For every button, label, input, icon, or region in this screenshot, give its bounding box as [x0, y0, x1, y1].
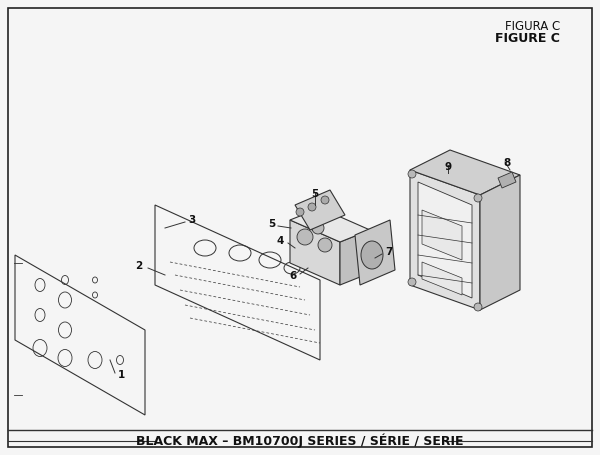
Text: FIGURA C: FIGURA C	[505, 20, 560, 32]
Polygon shape	[422, 210, 462, 260]
Circle shape	[297, 229, 313, 245]
Polygon shape	[410, 150, 520, 195]
Polygon shape	[418, 182, 472, 298]
Polygon shape	[480, 175, 520, 310]
Text: 3: 3	[188, 215, 195, 225]
Polygon shape	[410, 170, 480, 310]
Polygon shape	[340, 230, 370, 285]
Polygon shape	[498, 172, 516, 188]
Polygon shape	[422, 262, 462, 295]
Text: 5: 5	[268, 219, 275, 229]
Text: 4: 4	[277, 236, 284, 246]
Circle shape	[318, 238, 332, 252]
Circle shape	[312, 222, 324, 234]
Text: 2: 2	[135, 261, 142, 271]
Text: 6: 6	[290, 271, 297, 281]
Text: 9: 9	[445, 162, 452, 172]
Circle shape	[474, 194, 482, 202]
Circle shape	[321, 196, 329, 204]
Text: 7: 7	[385, 247, 392, 257]
Polygon shape	[290, 208, 370, 242]
Circle shape	[474, 303, 482, 311]
Polygon shape	[295, 190, 345, 230]
Polygon shape	[355, 220, 395, 285]
Polygon shape	[290, 220, 340, 285]
Text: 1: 1	[118, 370, 125, 380]
Text: 8: 8	[503, 158, 511, 168]
Circle shape	[308, 203, 316, 211]
Ellipse shape	[361, 241, 383, 269]
Circle shape	[408, 170, 416, 178]
Text: BLACK MAX – BM10700J SERIES / SÉRIE / SERIE: BLACK MAX – BM10700J SERIES / SÉRIE / SE…	[136, 434, 464, 448]
Text: FIGURE C: FIGURE C	[495, 31, 560, 45]
Text: 5: 5	[311, 189, 319, 199]
Circle shape	[296, 208, 304, 216]
Circle shape	[408, 278, 416, 286]
